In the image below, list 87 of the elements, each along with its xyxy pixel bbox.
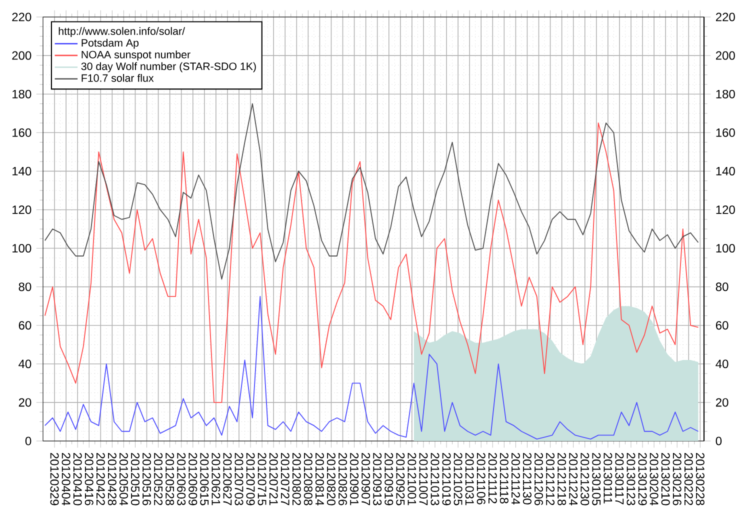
- x-tick-label: 20121013: [430, 452, 440, 506]
- x-tick-label: 20120907: [362, 452, 370, 506]
- y-tick-label: 80: [716, 282, 728, 292]
- x-tick-label: 20121112: [488, 452, 497, 504]
- y-tick-label: 200: [716, 51, 735, 60]
- x-tick-label: 20120603: [177, 452, 186, 506]
- x-tick-label: 20120826: [338, 452, 348, 506]
- y2-tick-label: 0: [25, 436, 32, 446]
- x-tick-label: 20120703: [234, 452, 244, 506]
- x-tick-label: 20120808: [304, 452, 312, 506]
- x-tick-label: 20120510: [130, 452, 140, 506]
- x-tick-label: 20120727: [280, 452, 290, 506]
- x-tick-label: 20130228: [696, 452, 704, 506]
- x-tick-label: 20121118: [500, 452, 508, 504]
- x-tick-label: 20120522: [154, 452, 163, 506]
- x-tick-label: 20120615: [200, 452, 209, 506]
- x-tick-label: 20120715: [258, 452, 266, 506]
- x-tick-label: 20130216: [672, 452, 682, 506]
- x-tick-label: 20121124: [511, 452, 520, 505]
- x-tick-label: 20130222: [684, 452, 693, 506]
- y2-tick-label: 220: [12, 12, 32, 22]
- legend-label: NOAA sunspot number: [82, 50, 190, 61]
- x-tick-label: 20120814: [315, 452, 324, 506]
- x-tick-label: 20120504: [119, 452, 128, 506]
- x-tick-label: 20130210: [661, 452, 670, 506]
- legend-label: Potsdam Ap: [82, 38, 139, 49]
- x-tick-label: 20120404: [62, 452, 70, 506]
- x-tick-label: 20120627: [223, 452, 232, 506]
- x-tick-label: 20130105: [592, 452, 601, 506]
- y-tick-label: 20: [716, 398, 728, 407]
- y2-tick-label: 200: [12, 51, 32, 60]
- x-tick-label: 20130129: [638, 452, 647, 506]
- y2-tick-label: 100: [12, 244, 32, 253]
- x-tick-label: 20121019: [442, 452, 451, 506]
- legend-label: 30 day Wolf number (STAR-SDO 1K): [81, 62, 256, 72]
- x-tick-label: 20120621: [212, 452, 220, 506]
- x-tick-label: 20121007: [419, 452, 428, 506]
- y2-tick-label: 20: [18, 398, 32, 407]
- y2-tick-label: 120: [12, 205, 32, 214]
- y-tick-label: 160: [716, 128, 735, 137]
- x-tick-label: 20121031: [465, 452, 474, 506]
- line-series: [44, 103, 699, 280]
- x-tick-label: 20120428: [108, 452, 116, 506]
- x-tick-label: 20120919: [384, 452, 394, 506]
- x-tick-label: 20121130: [522, 452, 532, 504]
- y-tick-label: 60: [716, 321, 728, 330]
- x-tick-label: 20130123: [626, 452, 636, 506]
- legend-label: F10.7 solar flux: [82, 74, 154, 82]
- x-tick-label: 20121106: [476, 452, 486, 504]
- y2-tick-label: 180: [12, 90, 32, 98]
- x-tick-label: 20120802: [292, 452, 301, 506]
- x-tick-label: 20120410: [73, 452, 82, 506]
- y2-tick-label: 140: [12, 166, 32, 176]
- y-tick-label: 220: [716, 12, 735, 22]
- x-tick-label: 20120901: [350, 452, 359, 506]
- x-tick-label: 20120422: [96, 452, 105, 506]
- x-tick-label: 20121025: [454, 452, 462, 506]
- x-tick-label: 20121001: [408, 452, 416, 506]
- x-tick-label: 20120913: [373, 452, 382, 506]
- y2-tick-label: 160: [12, 128, 32, 137]
- x-tick-label: 20130111: [604, 452, 612, 504]
- y2-tick-label: 40: [18, 360, 32, 368]
- x-tick-label: 20120820: [326, 452, 336, 506]
- y2-tick-label: 60: [18, 321, 32, 330]
- x-tick-label: 20121218: [558, 452, 566, 506]
- x-tick-label: 20121230: [580, 452, 590, 506]
- y-tick-label: 40: [716, 360, 728, 368]
- legend-title: http://www.solen.info/solar/: [58, 27, 186, 38]
- x-tick-label: 20120329: [50, 452, 59, 506]
- x-tick-label: 20120925: [396, 452, 405, 506]
- x-tick-label: 20121206: [534, 452, 544, 506]
- y2-tick-label: 80: [18, 282, 32, 292]
- x-tick-label: 20120516: [142, 452, 152, 506]
- x-tick-label: 20120528: [166, 452, 174, 506]
- y-tick-label: 120: [716, 205, 735, 214]
- y-tick-label: 100: [716, 244, 735, 253]
- x-tick-label: 20120416: [84, 452, 94, 506]
- x-tick-label: 20121212: [546, 452, 555, 506]
- x-tick-label: 20130117: [615, 452, 624, 504]
- x-tick-label: 20121224: [569, 452, 578, 506]
- x-tick-label: 20120609: [188, 452, 198, 506]
- y-tick-label: 140: [716, 166, 735, 176]
- x-tick-label: 20130204: [650, 452, 658, 506]
- x-tick-label: 20120709: [246, 452, 255, 506]
- y-tick-label: 0: [716, 436, 722, 446]
- y-tick-label: 180: [716, 90, 735, 98]
- x-tick-label: 20120721: [269, 452, 278, 506]
